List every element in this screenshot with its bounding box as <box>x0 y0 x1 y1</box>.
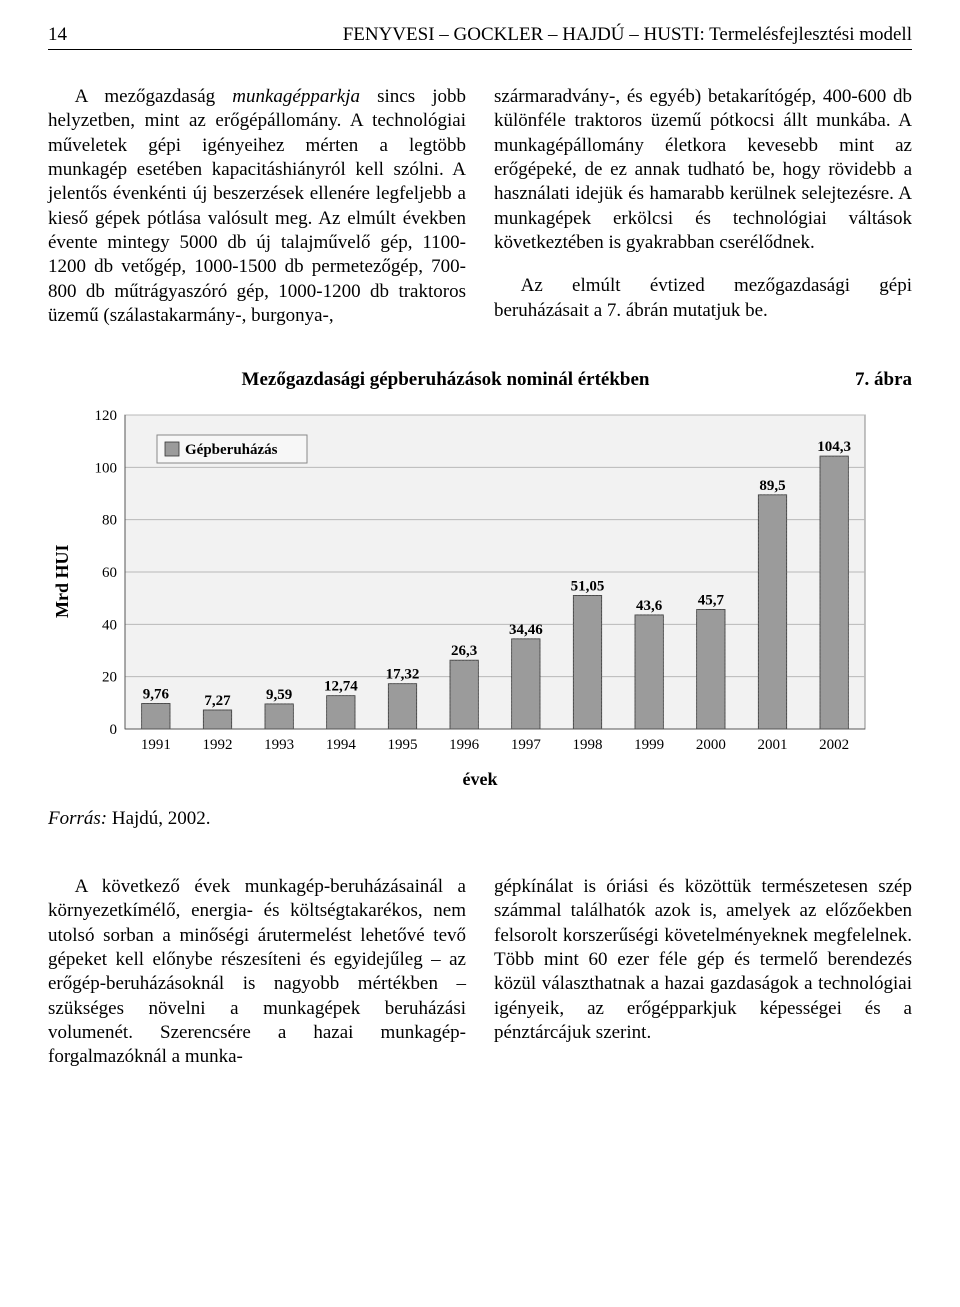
svg-text:43,6: 43,6 <box>636 598 663 614</box>
bar-chart: 0 20 40 60 80 100 120 9,76 1991 7,27 1992 9,59 1993 1… <box>77 401 912 761</box>
svg-text:9,59: 9,59 <box>266 687 292 703</box>
bottom-col-left: A következő évek munkagép-beruházásainál… <box>48 856 466 1089</box>
svg-text:1997: 1997 <box>511 737 542 753</box>
bottom-text-columns: A következő évek munkagép-beruházásainál… <box>48 856 912 1089</box>
top-text-columns: A mezőgazdaság munkagépparkja sincs jobb… <box>48 66 912 347</box>
bottom-col-right: gépkínálat is óriási és közöttük termész… <box>494 856 912 1089</box>
x-axis-label: évek <box>48 769 912 790</box>
chart-container: Mrd HUI 0 20 40 60 80 100 120 9,76 1991 7,27 1992 9… <box>48 401 912 761</box>
svg-text:7,27: 7,27 <box>204 693 231 709</box>
top-col-right: szármaradvány-, és egyéb) betakarítógép,… <box>494 66 912 347</box>
para-bottom-left: A következő évek munkagép-beruházásainál… <box>48 875 466 1070</box>
svg-text:2002: 2002 <box>819 737 849 753</box>
source-label: Forrás: <box>48 808 107 829</box>
page-number: 14 <box>48 24 67 46</box>
svg-text:120: 120 <box>95 408 118 424</box>
svg-text:26,3: 26,3 <box>451 643 477 659</box>
page-header: 14 FENYVESI – GOCKLER – HAJDÚ – HUSTI: T… <box>48 24 912 50</box>
svg-text:80: 80 <box>102 513 117 529</box>
svg-text:17,32: 17,32 <box>386 667 420 683</box>
para-top-left: A mezőgazdaság munkagépparkja sincs jobb… <box>48 85 466 328</box>
svg-text:1995: 1995 <box>388 737 418 753</box>
svg-text:51,05: 51,05 <box>571 579 605 595</box>
svg-text:2001: 2001 <box>758 737 788 753</box>
source-line: Forrás: Hajdú, 2002. <box>48 808 912 830</box>
y-axis-label: Mrd HUI <box>48 401 77 761</box>
chart-title: Mezőgazdasági gépberuházások nominál ért… <box>48 369 843 391</box>
svg-text:104,3: 104,3 <box>817 439 851 455</box>
svg-text:45,7: 45,7 <box>698 593 725 609</box>
svg-text:20: 20 <box>102 670 117 686</box>
svg-text:1998: 1998 <box>573 737 603 753</box>
chart-title-row: Mezőgazdasági gépberuházások nominál ért… <box>48 369 912 391</box>
svg-text:1999: 1999 <box>634 737 664 753</box>
svg-text:1992: 1992 <box>203 737 233 753</box>
svg-text:1991: 1991 <box>141 737 171 753</box>
para-top-right-1: szármaradvány-, és egyéb) betakarítógép,… <box>494 85 912 255</box>
svg-text:100: 100 <box>95 460 118 476</box>
running-title: FENYVESI – GOCKLER – HAJDÚ – HUSTI: Term… <box>343 24 912 46</box>
figure-label: 7. ábra <box>855 369 912 391</box>
svg-text:2000: 2000 <box>696 737 726 753</box>
svg-text:12,74: 12,74 <box>324 679 358 695</box>
svg-text:Gépberuházás: Gépberuházás <box>185 442 278 458</box>
svg-text:89,5: 89,5 <box>759 478 785 494</box>
top-col-left: A mezőgazdaság munkagépparkja sincs jobb… <box>48 66 466 347</box>
svg-text:40: 40 <box>102 617 117 633</box>
svg-text:1993: 1993 <box>264 737 294 753</box>
emph-munkagepparkja: munkagépparkja <box>232 86 360 107</box>
source-text: Hajdú, 2002. <box>107 808 210 829</box>
svg-text:34,46: 34,46 <box>509 622 543 638</box>
para-bottom-right: gépkínálat is óriási és közöttük termész… <box>494 875 912 1045</box>
para-top-right-2: Az elmúlt évtized mezőgazdasági gépi ber… <box>494 274 912 323</box>
svg-text:1994: 1994 <box>326 737 357 753</box>
svg-text:9,76: 9,76 <box>143 687 170 703</box>
svg-text:0: 0 <box>110 722 118 738</box>
svg-text:60: 60 <box>102 565 117 581</box>
chart-svg: 0 20 40 60 80 100 120 9,76 1991 7,27 1992 9,59 1993 1… <box>77 401 877 761</box>
svg-text:1996: 1996 <box>449 737 480 753</box>
